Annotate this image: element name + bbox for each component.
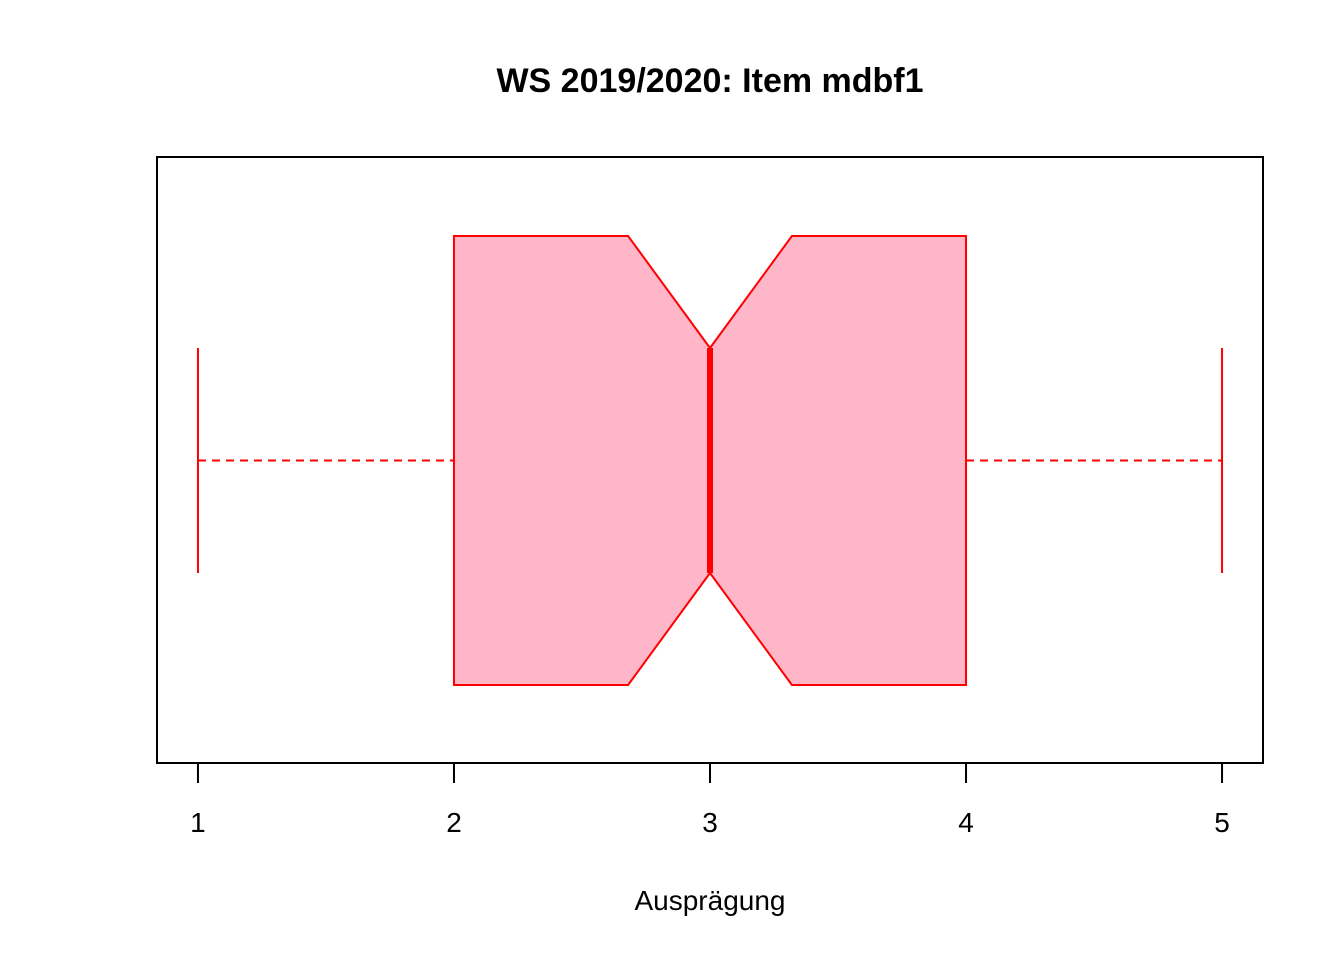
- x-tick-label: 2: [446, 807, 462, 838]
- x-tick-label: 1: [190, 807, 206, 838]
- x-axis: 1 2 3 4 5: [190, 762, 1230, 838]
- chart-title: WS 2019/2020: Item mdbf1: [496, 62, 923, 100]
- x-tick-label: 3: [702, 807, 718, 838]
- box-layer: [196, 235, 1224, 686]
- x-axis-label: Ausprägung: [634, 885, 785, 916]
- x-tick-label: 4: [958, 807, 974, 838]
- x-tick-label: 5: [1214, 807, 1230, 838]
